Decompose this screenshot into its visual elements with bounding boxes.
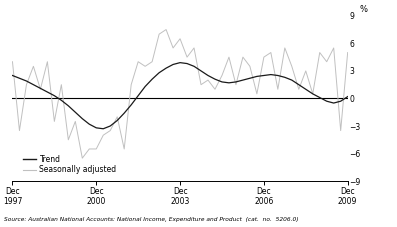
Legend: Trend, Seasonally adjusted: Trend, Seasonally adjusted — [19, 152, 119, 177]
Text: Source: Australian National Accounts: National Income, Expenditure and Product  : Source: Australian National Accounts: Na… — [4, 217, 299, 222]
Text: %: % — [359, 5, 367, 14]
